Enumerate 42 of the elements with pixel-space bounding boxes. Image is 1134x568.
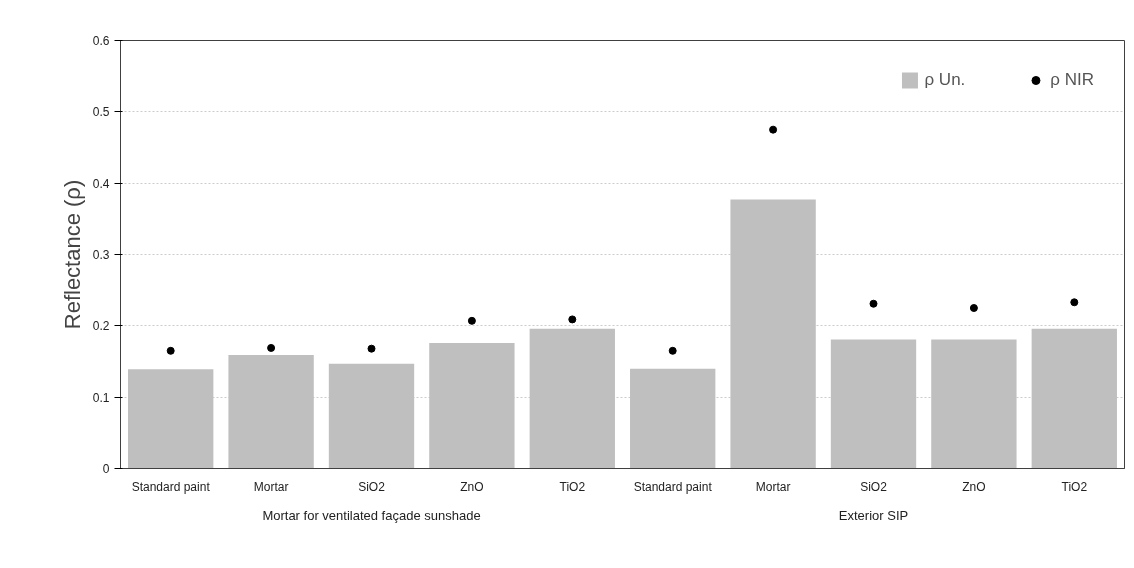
bar — [730, 199, 816, 469]
bar — [830, 339, 917, 469]
x-tick-label: Standard paint — [131, 479, 211, 494]
bar — [128, 369, 214, 469]
legend-label: ρ NIR — [1050, 70, 1094, 90]
point — [166, 346, 175, 355]
y-tick-label: 0.6 — [92, 34, 110, 48]
point — [267, 343, 276, 352]
bar — [429, 342, 515, 469]
point — [568, 315, 577, 324]
x-tick-label: SiO2 — [860, 479, 888, 494]
bar — [228, 355, 314, 469]
point — [969, 304, 978, 312]
x-tick-label: TiO2 — [559, 479, 586, 494]
point — [869, 299, 878, 308]
bar — [931, 339, 1017, 469]
point — [467, 316, 476, 325]
text: Mortar for ventilated façade sunshade — [262, 507, 481, 523]
bar — [328, 363, 415, 469]
x-tick-label: Mortar — [755, 479, 791, 494]
x-tick-label: Mortar — [253, 479, 289, 494]
point — [769, 125, 778, 134]
x-tick-label: TiO2 — [1061, 479, 1088, 494]
x-tick-label: ZnO — [460, 479, 484, 494]
x-tick-label: Standard paint — [633, 479, 713, 494]
bar — [1031, 328, 1117, 469]
point — [1070, 298, 1079, 307]
y-axis-title: Reflectance (ρ) — [59, 179, 85, 330]
y-tick-label: 0.1 — [92, 390, 110, 405]
point — [367, 344, 376, 353]
y-tick-label: 0.5 — [92, 105, 110, 120]
y-tick-label: 0.2 — [92, 319, 110, 334]
bar — [529, 328, 615, 469]
y-tick-label: 0 — [102, 462, 110, 476]
y-tick-label: 0.4 — [92, 176, 110, 191]
x-tick-label: ZnO — [962, 479, 986, 494]
y-tick-label: 0.3 — [92, 248, 110, 262]
point — [668, 346, 677, 355]
bar — [630, 368, 716, 469]
legend-label: ρ Un. — [924, 70, 966, 90]
text: Exterior SIP — [838, 507, 909, 523]
x-tick-label: SiO2 — [358, 479, 386, 494]
